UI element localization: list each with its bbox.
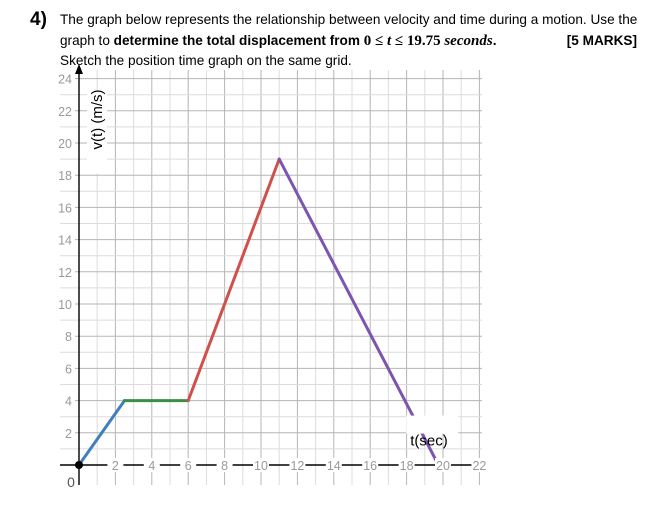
y-tick-label-bg	[59, 168, 75, 183]
question-text-line-2: graph to determine the total displacemen…	[60, 33, 496, 50]
x-tick-label-bg	[362, 458, 379, 472]
x-tick-label-bg	[325, 458, 342, 472]
y-tick-label-bg	[59, 361, 75, 376]
ylabel-bg	[87, 91, 107, 174]
tick-labels: 2 4 6 8 10 12 14 16 18 20 22246810121416182022240v…	[58, 71, 488, 490]
y-tick-label: 6	[65, 362, 72, 376]
x-tick-label-bg	[471, 458, 488, 472]
x-tick-label: 16	[363, 459, 377, 473]
velocity-line	[75, 157, 440, 469]
y-tick-label-bg	[59, 329, 75, 344]
x-tick-label: 8	[221, 459, 228, 473]
x-tick-label: 2	[112, 459, 119, 473]
y-axis-arrow	[75, 64, 83, 74]
x-tick-label-bg	[143, 458, 160, 472]
line-segment-1	[77, 399, 126, 467]
question-line2-bold: determine the total displacement from	[113, 33, 364, 48]
x-tick-label: 20	[436, 459, 450, 473]
x-tick-label-bg	[253, 458, 269, 472]
x-tick-label: 18	[400, 459, 414, 473]
line-segment-4	[277, 157, 440, 467]
x-tick-label: 4	[148, 459, 155, 473]
y-tick-label: 10	[58, 298, 72, 312]
y-axis-title: v(t) (m/s)	[89, 89, 106, 149]
x-tick-label-bg	[289, 458, 306, 472]
origin-point	[75, 461, 83, 469]
xlabel-bg	[406, 415, 459, 434]
question-math: 0 ≤ t ≤ 19.75 seconds	[363, 33, 493, 49]
y-tick-label: 22	[58, 105, 72, 119]
y-tick-label: 4	[65, 395, 72, 409]
x-tick-label: 14	[327, 459, 341, 473]
y-tick-label-bg	[59, 200, 75, 215]
y-tick-label: 12	[58, 266, 72, 280]
x-tick-label: 12	[290, 459, 304, 473]
question-line2-prefix: graph to	[60, 33, 114, 48]
y-tick-label-bg	[59, 71, 75, 86]
y-tick-label: 14	[58, 234, 72, 248]
origin-label: 0	[67, 474, 75, 490]
x-tick-label: 6	[185, 459, 192, 473]
marks-label: [5 MARKS]	[566, 33, 637, 48]
x-tick-label-bg	[398, 458, 415, 472]
x-tick-label: 22	[472, 459, 486, 473]
y-tick-label-bg	[59, 425, 75, 440]
x-axis-title: t(sec)	[410, 433, 448, 450]
y-tick-label-bg	[59, 297, 75, 311]
y-tick-label: 16	[58, 201, 72, 215]
y-tick-label: 8	[65, 330, 72, 344]
question-line2-end: .	[492, 33, 497, 48]
y-tick-label: 18	[58, 169, 72, 183]
line-segment-3	[186, 157, 281, 403]
x-tick-label-bg	[216, 458, 233, 472]
y-tick-label-bg	[59, 264, 75, 279]
y-tick-label-bg	[59, 103, 75, 118]
x-tick-label-bg	[107, 458, 124, 472]
y-tick-label-bg	[59, 393, 75, 408]
question-text-line-3: Sketch the position time graph on the sa…	[60, 53, 352, 68]
y-tick-label: 2	[65, 427, 72, 441]
y-tick-label-bg	[59, 136, 75, 150]
y-tick-label: 20	[58, 137, 72, 151]
y-tick-label: 24	[58, 73, 72, 87]
question-text-line-1: The graph below represents the relations…	[60, 12, 638, 27]
x-tick-label-bg	[180, 458, 197, 472]
x-tick-label: 10	[254, 459, 268, 473]
question-number: 4)	[30, 9, 47, 30]
x-tick-label-bg	[435, 458, 451, 472]
y-tick-label-bg	[59, 232, 75, 247]
